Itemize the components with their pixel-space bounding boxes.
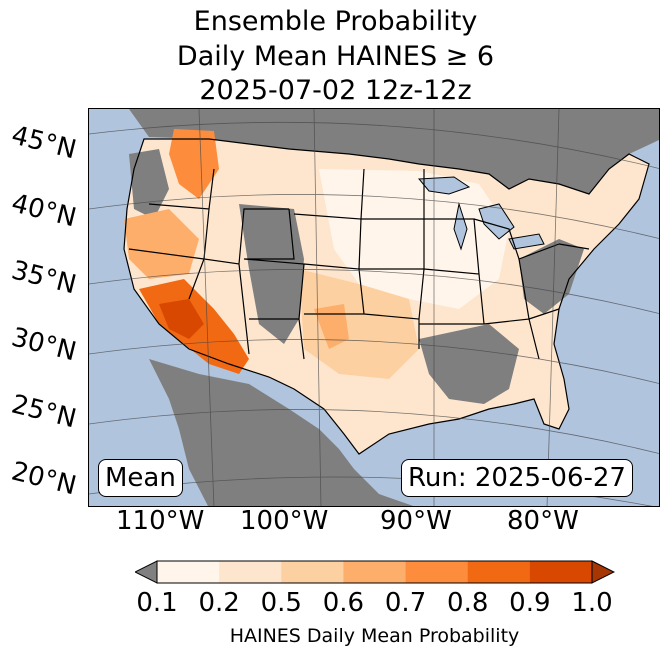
great-lakes xyxy=(417,176,545,251)
lat-label-25: 25°N xyxy=(8,389,80,435)
lat-label-40: 40°N xyxy=(8,188,80,234)
map-svg xyxy=(89,109,659,506)
field-mid-plains xyxy=(299,269,419,379)
map-panel xyxy=(88,108,660,507)
colorbar-segment xyxy=(529,561,593,583)
title-line-2: Daily Mean HAINES ≥ 6 xyxy=(176,41,495,72)
colorbar-segment xyxy=(281,561,344,583)
graticule xyxy=(89,109,659,506)
title-line-1: Ensemble Probability xyxy=(193,6,478,37)
colorbar-segments xyxy=(157,561,593,583)
lon-label-100: 100°W xyxy=(240,506,329,536)
colorbar-tick-label: 0.8 xyxy=(447,588,489,618)
land-north xyxy=(129,109,659,194)
colorbar-under-arrow xyxy=(135,560,158,584)
colorbar-tick-label: 0.5 xyxy=(260,588,302,618)
land-mexico xyxy=(149,359,414,506)
field-mid-texas xyxy=(314,304,349,349)
colorbar-tick-label: 0.1 xyxy=(136,588,178,618)
state-borders xyxy=(123,138,650,455)
nodata-appalachia xyxy=(519,239,584,314)
colorbar-tick-label: 0.7 xyxy=(384,588,427,618)
colorbar-title: HAINES Daily Mean Probability xyxy=(229,625,520,647)
nodata-rockies xyxy=(239,204,304,344)
colorbar-over-arrow xyxy=(591,560,615,584)
stat-label-box: Mean xyxy=(98,459,183,497)
field-high-northwest xyxy=(169,129,219,199)
colorbar-segment xyxy=(219,561,282,583)
colorbar-segment xyxy=(157,561,220,583)
colorbar-segment xyxy=(343,561,407,583)
lat-label-35: 35°N xyxy=(8,255,80,301)
lat-label-30: 30°N xyxy=(8,322,80,368)
colorbar-segment xyxy=(405,561,469,583)
nodata-west xyxy=(129,149,169,219)
lon-label-110: 110°W xyxy=(116,506,205,536)
colorbar-tick-label: 0.2 xyxy=(198,588,240,618)
colorbar-tick-label: 0.6 xyxy=(322,588,365,618)
nodata-gulf xyxy=(419,324,519,404)
lat-label-20: 20°N xyxy=(8,456,80,502)
colorbar-outline xyxy=(156,560,593,584)
colorbar-tick-label: 1.0 xyxy=(571,588,613,618)
field-mid-west xyxy=(124,209,199,279)
colorbar xyxy=(135,560,615,584)
colorbar-segment xyxy=(467,561,531,583)
run-label-box: Run: 2025-06-27 xyxy=(401,459,633,497)
title-line-3: 2025-07-02 12z-12z xyxy=(199,75,472,106)
colorbar-tick-label: 0.9 xyxy=(509,588,551,618)
lon-label-90: 90°W xyxy=(380,506,452,536)
lon-label-80: 80°W xyxy=(507,506,579,536)
lat-label-45: 45°N xyxy=(8,120,80,166)
field-light-east xyxy=(319,169,509,309)
field-vhigh-southwest xyxy=(159,299,204,339)
